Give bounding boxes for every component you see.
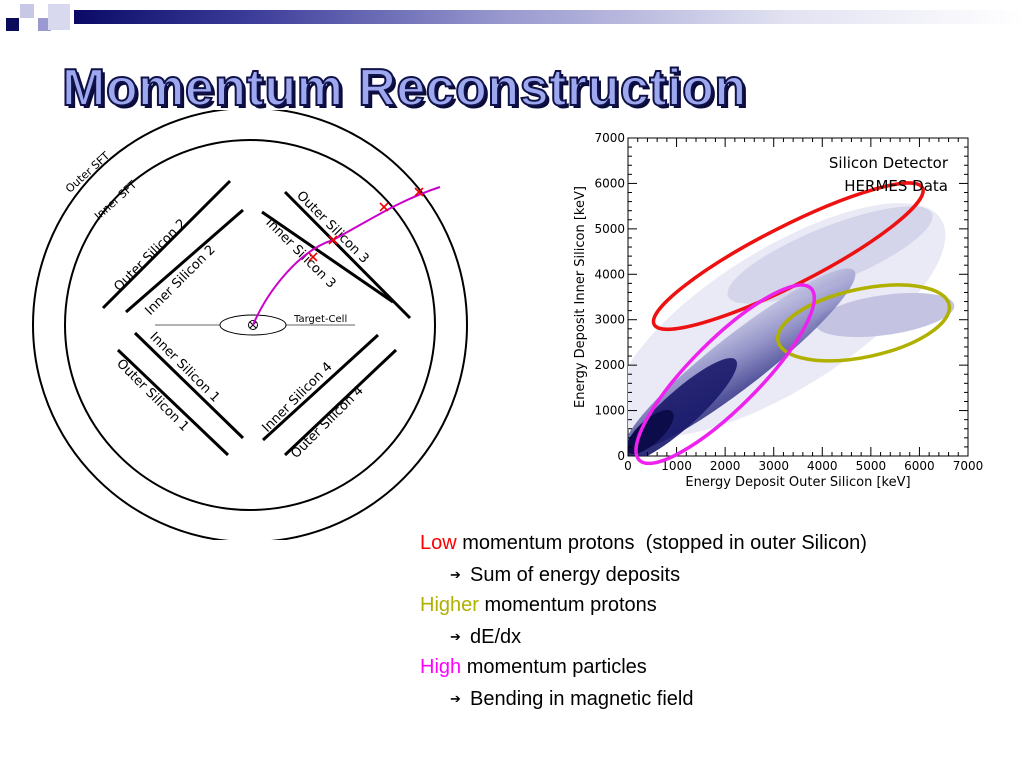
target-cell-label: Target-Cell [293,314,347,325]
arrow-icon: ➔ [450,691,461,706]
bullet-higher-sub: ➔ dE/dx [420,621,1000,652]
low-keyword: Low [420,532,457,554]
inner-silicon-2-plane [125,208,244,314]
inner-silicon-3-plane [261,210,394,304]
x-tick-label: 4000 [807,459,838,473]
axis-tick-labels: 0 1000 2000 3000 4000 5000 6000 7000 0 1000 2000 30… [594,131,983,473]
x-tick-label: 3000 [758,459,789,473]
bullet-low-text: momentum protons (stopped in outer Silic… [456,532,867,554]
target-vertex-icon [248,320,258,330]
bullet-high: High momentum particles [420,652,1000,683]
bullet-high-sub: ➔ Bending in magnetic field [420,683,1000,714]
y-tick-label: 5000 [594,222,625,236]
y-tick-label: 2000 [594,358,625,372]
arrow-icon: ➔ [450,567,461,582]
region-ellipse-high [634,283,817,466]
region-ellipse-low [651,181,925,331]
inner-silicon-4-plane [261,333,380,442]
plot-ylabel: Energy Deposit Inner Silicon [keV] [573,186,588,408]
x-tick-label: 7000 [953,459,984,473]
plot-annotation-line1: Silicon Detector [829,154,949,172]
arrow-icon: ➔ [450,629,461,644]
y-tick-label: 1000 [594,404,625,418]
bullet-higher: Higher momentum protons [420,590,1000,621]
header-decoration [0,0,1024,48]
y-tick-label: 4000 [594,267,625,281]
header-gradient-bar [74,10,1024,24]
x-tick-label: 1000 [661,459,692,473]
y-tick-label: 3000 [594,313,625,327]
bullet-higher-sub-text: dE/dx [470,626,522,648]
bullet-low: Low momentum protons (stopped in outer S… [420,528,1000,559]
energy-deposit-plot: 0 1000 2000 3000 4000 5000 6000 7000 0 1000 2000 30… [573,131,983,490]
y-tick-label: 6000 [594,176,625,190]
outer-sft-circle [32,110,468,540]
x-tick-label: 6000 [904,459,935,473]
region-ellipses [634,181,952,466]
detector-diagram: Outer SFT Inner SFT Outer Silicon 2 Inne… [32,110,468,540]
bullet-low-sub: ➔ Sum of energy deposits [420,559,1000,590]
header-square-pale [48,4,70,30]
x-tick-label: 5000 [856,459,887,473]
higher-keyword: Higher [420,594,479,616]
track-hit-markers [308,187,424,262]
axis-ticks [627,137,969,457]
inner-sft-circle [64,139,436,511]
header-square-dark [6,18,19,31]
outer-silicon-4-plane [283,348,398,457]
region-ellipse-higher [776,283,952,363]
outer-silicon-2-plane [101,179,232,310]
plot-xlabel: Energy Deposit Outer Silicon [keV] [685,475,910,490]
slide-title: Momentum Reconstruction [61,58,747,118]
plot-annotation-line2: HERMES Data [844,177,948,195]
outer-silicon-3-plane [283,190,412,320]
bullet-high-sub-text: Bending in magnetic field [470,688,694,710]
outer-sft-label: Outer SFT [63,149,112,195]
x-tick-label: 0 [624,459,632,473]
bullet-high-text: momentum particles [461,656,647,678]
bullet-low-sub-text: Sum of energy deposits [470,564,681,586]
header-square-mid [38,18,51,31]
x-tick-label: 2000 [710,459,741,473]
header-square-light [20,4,34,18]
y-tick-label: 7000 [594,131,625,145]
outer-silicon-1-plane [116,348,230,457]
y-tick-label: 0 [617,449,625,463]
explanation-bullets: Low momentum protons (stopped in outer S… [420,528,1000,714]
inner-silicon-1-plane [133,331,245,440]
bullet-higher-text: momentum protons [478,594,657,616]
inner-sft-label: Inner SFT [92,178,139,223]
high-keyword: High [420,656,462,678]
